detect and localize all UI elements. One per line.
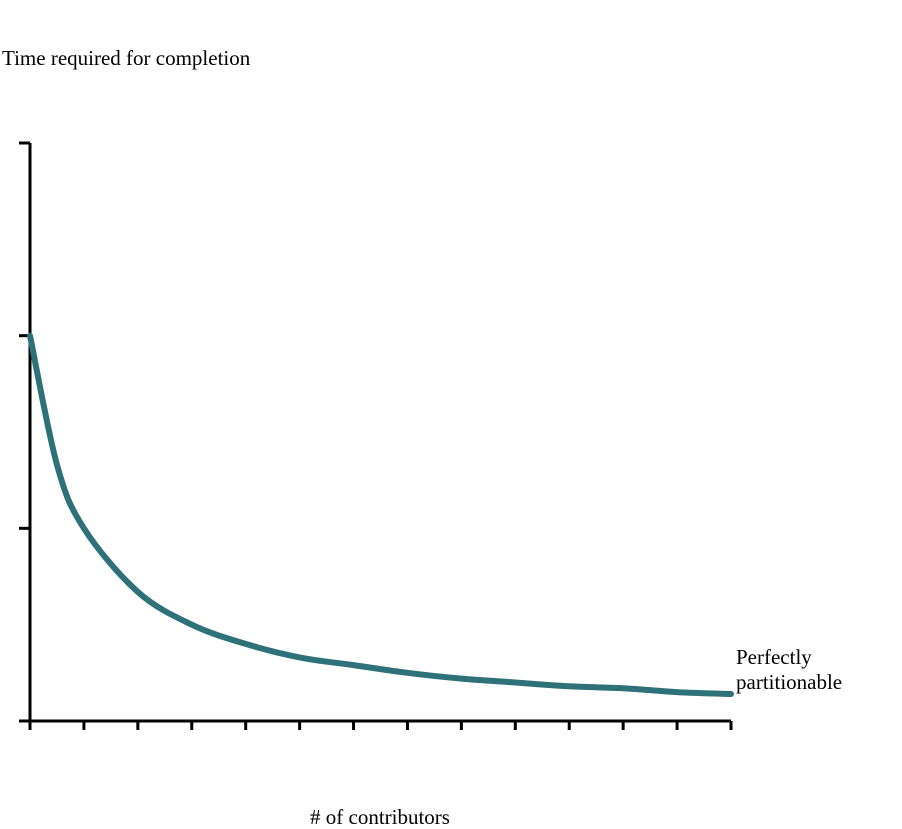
series-end-label-line1: Perfectly xyxy=(736,645,812,669)
series-line-perfectly-partitionable xyxy=(27,332,734,697)
x-axis-ticks xyxy=(28,721,733,730)
y-axis-ticks xyxy=(19,141,30,723)
series-end-label-line2: partitionable xyxy=(736,670,842,694)
x-axis-label: # of contributors xyxy=(310,805,450,829)
y-axis-label: Time required for completion xyxy=(2,46,251,70)
